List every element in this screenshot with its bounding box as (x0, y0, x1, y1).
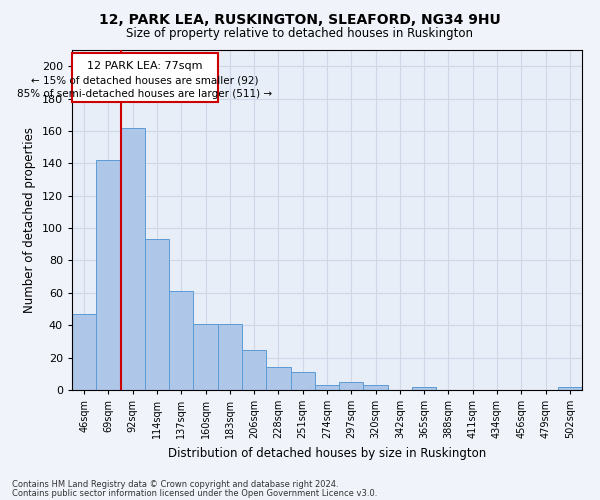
Bar (121, 128, 145, 390)
Text: ← 15% of detached houses are smaller (92): ← 15% of detached houses are smaller (92… (31, 76, 259, 86)
Bar (558, 387, 582, 390)
Text: Size of property relative to detached houses in Ruskington: Size of property relative to detached ho… (127, 28, 473, 40)
Bar (266, 368, 290, 390)
Bar (169, 291, 193, 390)
Text: 85% of semi-detached houses are larger (511) →: 85% of semi-detached houses are larger (… (17, 88, 272, 99)
Bar (193, 324, 218, 390)
Bar (412, 387, 436, 390)
Text: 12, PARK LEA, RUSKINGTON, SLEAFORD, NG34 9HU: 12, PARK LEA, RUSKINGTON, SLEAFORD, NG34… (99, 12, 501, 26)
Text: Contains HM Land Registry data © Crown copyright and database right 2024.: Contains HM Land Registry data © Crown c… (12, 480, 338, 489)
Text: Contains public sector information licensed under the Open Government Licence v3: Contains public sector information licen… (12, 488, 377, 498)
Bar (72, 314, 96, 390)
Bar (315, 385, 339, 390)
Text: 12 PARK LEA: 77sqm: 12 PARK LEA: 77sqm (87, 61, 203, 71)
Bar (145, 240, 169, 390)
Bar (339, 382, 364, 390)
Bar (242, 350, 266, 390)
Bar (364, 385, 388, 390)
Bar (290, 372, 315, 390)
Bar (96, 160, 121, 390)
Y-axis label: Number of detached properties: Number of detached properties (23, 127, 36, 313)
FancyBboxPatch shape (72, 53, 218, 102)
X-axis label: Distribution of detached houses by size in Ruskington: Distribution of detached houses by size … (168, 446, 486, 460)
Bar (218, 324, 242, 390)
